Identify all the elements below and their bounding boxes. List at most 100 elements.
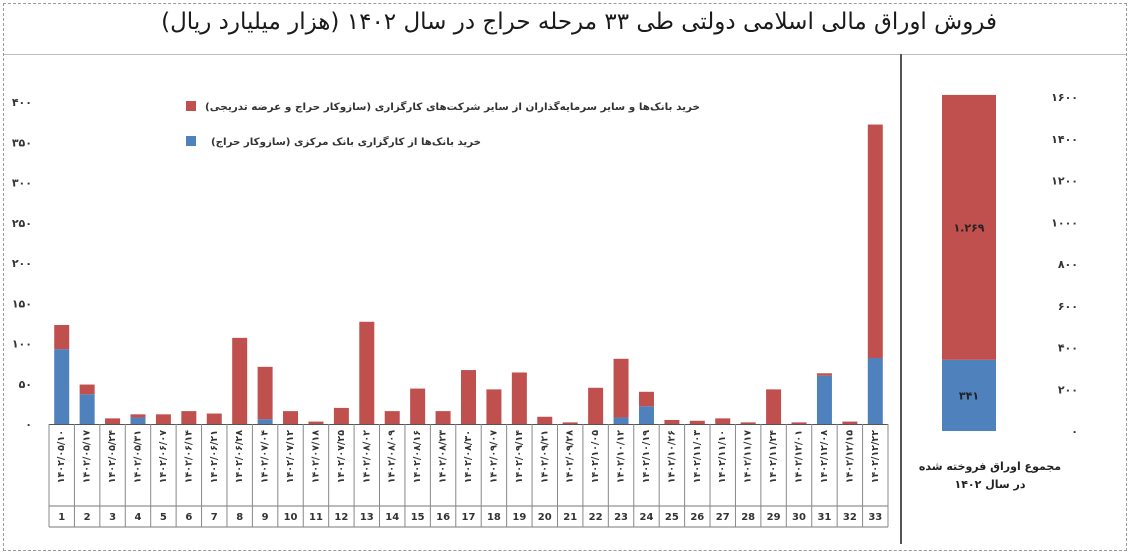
bar-segment-other-brokers [511, 372, 527, 424]
panel-divider [900, 54, 902, 544]
x-date-label: ۱۴۰۲/۰۸/۰۹ [387, 430, 398, 484]
x-stage-number: 17 [462, 512, 476, 523]
bar-segment-other-brokers [359, 321, 375, 424]
x-stage-number: 25 [665, 512, 679, 523]
x-stage-number: 4 [135, 512, 142, 523]
x-stage-number: 1 [58, 512, 65, 523]
x-date-label: ۱۴۰۲/۰۹/۲۱ [539, 430, 550, 483]
side-y-tick-label: ۶۰۰ [1058, 300, 1078, 313]
x-stage-number: 2 [84, 512, 91, 523]
bar-segment-central-bank [257, 419, 273, 424]
x-date-label: ۱۴۰۲/۰۸/۱۶ [412, 430, 423, 483]
x-stage-number: 16 [436, 512, 450, 523]
side-y-tick-label: ۱۲۰۰ [1051, 175, 1078, 188]
x-date-label: ۱۴۰۲/۰۵/۳۱ [132, 430, 143, 483]
total-chart-label: مجموع اوراق فروخته شده در سال ۱۴۰۲ [918, 460, 1062, 491]
bar-segment-other-brokers [664, 419, 680, 424]
x-stage-number: 5 [160, 512, 167, 523]
bar-segment-other-brokers [461, 370, 476, 424]
x-stage-number: 32 [843, 512, 857, 523]
x-date-label: ۱۴۰۲/۰۹/۲۸ [565, 430, 576, 484]
x-date-label: ۱۴۰۲/۰۵/۱۰ [56, 430, 67, 483]
bar-segment-other-brokers [740, 422, 756, 424]
x-stage-number: 27 [716, 512, 730, 523]
bar-segment-other-brokers [816, 373, 832, 376]
bar-segment-other-brokers [181, 411, 197, 424]
x-stage-number: 20 [538, 512, 552, 523]
x-stage-number: 28 [741, 512, 755, 523]
bar-segment-other-brokers [54, 324, 70, 350]
bar-segment-other-brokers [867, 124, 883, 358]
side-y-tick-label: ۱۰۰۰ [1051, 216, 1078, 229]
bar-segment-other-brokers [206, 413, 222, 424]
x-date-label: ۱۴۰۲/۰۶/۱۴ [183, 430, 194, 484]
x-date-label: ۱۴۰۲/۱۲/۲۲ [870, 430, 881, 484]
x-date-label: ۱۴۰۲/۱۰/۰۵ [590, 430, 601, 484]
x-stage-number: 3 [109, 512, 116, 523]
bar-segment-other-brokers [791, 422, 807, 424]
bar-segment-other-brokers [537, 416, 553, 424]
x-stage-number: 8 [236, 512, 243, 523]
bar-segment-central-bank [816, 375, 832, 424]
x-date-label: ۱۴۰۲/۰۷/۲۵ [336, 430, 347, 484]
x-stage-number: 11 [309, 512, 323, 523]
legend-label: خرید بانک‌ها و سایر سرمایه‌گذاران از سای… [205, 100, 700, 113]
x-date-label: ۱۴۰۲/۰۶/۲۸ [234, 430, 245, 484]
x-stage-number: 29 [767, 512, 781, 523]
bar-segment-other-brokers [638, 391, 654, 407]
bar-segment-other-brokers [333, 407, 349, 424]
bar-segment-central-bank [613, 417, 629, 424]
x-date-label: ۱۴۰۲/۰۵/۱۷ [82, 430, 93, 484]
x-date-label: ۱۴۰۲/۰۸/۰۲ [361, 430, 372, 484]
x-stage-number: 13 [360, 512, 374, 523]
x-date-label: ۱۴۰۲/۰۷/۱۸ [310, 430, 321, 484]
bar-segment-other-brokers [588, 387, 604, 424]
x-date-label: ۱۴۰۲/۰۶/۰۷ [158, 430, 169, 484]
x-date-label: ۱۴۰۲/۰۹/۱۴ [514, 430, 525, 484]
x-date-label: ۱۴۰۲/۱۱/۲۴ [768, 430, 779, 484]
legend-swatch [186, 136, 196, 146]
bar-segment-central-bank [54, 349, 70, 424]
chart-frame [3, 3, 1127, 551]
x-date-label: ۱۴۰۲/۰۷/۱۲ [285, 430, 296, 484]
y-tick-label: ۳۰۰ [12, 177, 32, 190]
x-date-label: ۱۴۰۲/۰۷/۰۴ [260, 430, 271, 484]
x-stage-number: 33 [868, 512, 882, 523]
x-stage-number: 19 [512, 512, 526, 523]
x-stage-number: 31 [817, 512, 831, 523]
bar-segment-other-brokers [486, 389, 502, 424]
x-stage-number: 7 [211, 512, 218, 523]
bar-segment-central-bank [867, 357, 883, 424]
bar-segment-other-brokers [766, 389, 782, 424]
bar-segment-other-brokers [384, 411, 400, 424]
x-stage-number: 9 [262, 512, 269, 523]
y-tick-label: ۵۰ [19, 378, 32, 391]
bar-segment-central-bank [79, 394, 95, 424]
x-date-label: ۱۴۰۲/۱۰/۱۲ [616, 430, 627, 484]
bar-segment-other-brokers [232, 337, 248, 424]
bar-segment-central-bank [130, 417, 146, 424]
y-tick-label: ۳۵۰ [12, 136, 32, 149]
y-tick-label: ۰ [25, 418, 32, 431]
x-stage-number: 14 [385, 512, 399, 523]
x-stage-number: 6 [185, 512, 192, 523]
x-date-label: ۱۴۰۲/۱۲/۰۸ [819, 430, 830, 484]
total-value-label-other-brokers: ۱.۲۶۹ [953, 221, 984, 234]
x-stage-number: 15 [411, 512, 425, 523]
x-date-label: ۱۴۰۲/۱۱/۱۷ [743, 430, 754, 484]
bar-segment-central-bank [638, 406, 654, 424]
legend-swatch [186, 101, 196, 111]
x-date-label: ۱۴۰۲/۰۸/۳۰ [463, 430, 474, 483]
y-tick-label: ۲۵۰ [12, 217, 32, 230]
x-date-label: ۱۴۰۲/۱۰/۱۹ [641, 430, 652, 484]
side-y-tick-label: ۲۰۰ [1058, 383, 1078, 396]
x-stage-number: 21 [563, 512, 577, 523]
y-tick-label: ۱۵۰ [12, 297, 32, 310]
bar-segment-other-brokers [562, 422, 578, 424]
bar-segment-other-brokers [842, 421, 858, 424]
side-y-tick-label: ۰ [1071, 425, 1078, 438]
x-date-label: ۱۴۰۲/۱۲/۰۱ [794, 430, 805, 483]
x-date-label: ۱۴۰۲/۰۸/۲۳ [438, 430, 449, 484]
x-date-label: ۱۴۰۲/۱۲/۱۵ [844, 430, 855, 484]
